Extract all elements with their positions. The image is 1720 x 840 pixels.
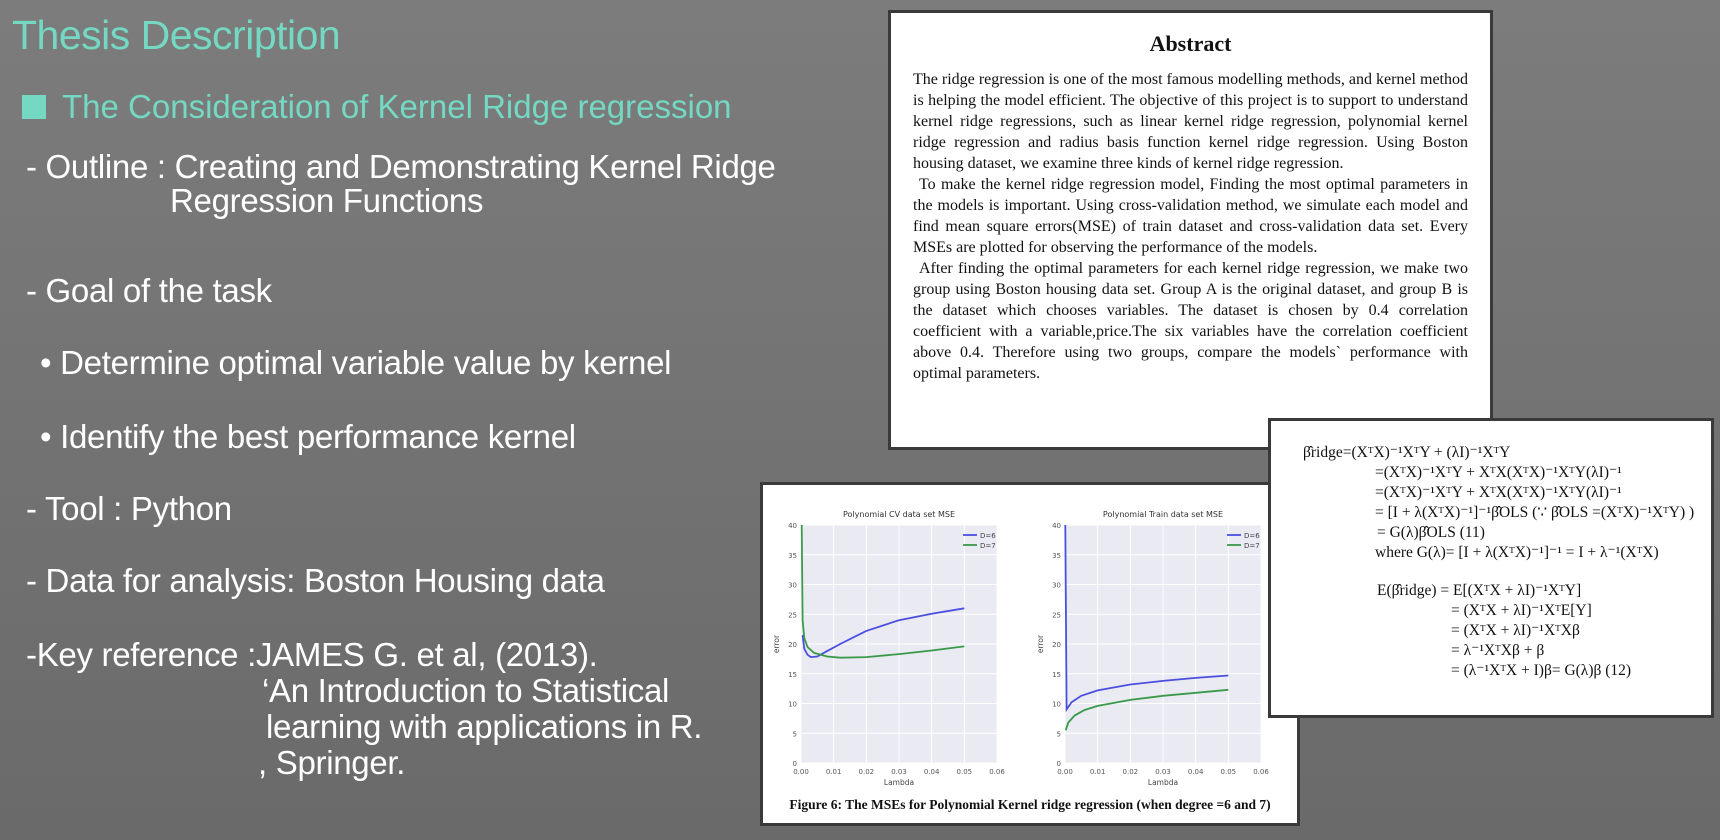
chart-title: Polynomial CV data set MSE <box>843 510 955 519</box>
x-tick-label: 0.05 <box>1221 768 1237 776</box>
y-tick-label: 15 <box>788 671 797 679</box>
x-tick-label: 0.06 <box>1253 768 1269 776</box>
x-tick-label: 0.05 <box>957 768 973 776</box>
abstract-paragraph-2: To make the kernel ridge regression mode… <box>913 176 1468 256</box>
math-line-4: = [I + λ(XᵀX)⁻¹]⁻¹β̂OLS (∵ β̂OLS =(XᵀX)⁻… <box>1375 504 1695 521</box>
y-tick-label: 5 <box>1057 730 1061 738</box>
x-tick-label: 0.03 <box>1155 768 1171 776</box>
y-tick-label: 20 <box>1052 641 1061 649</box>
square-bullet-icon <box>22 95 46 119</box>
math-line-6: where G(λ)= [I + λ(XᵀX)⁻¹]⁻¹ = I + λ⁻¹(X… <box>1375 544 1659 561</box>
goal-bullet-2: • Identify the best performance kernel <box>40 418 576 455</box>
key-reference-line-4: , Springer. <box>258 744 406 781</box>
y-tick-label: 35 <box>788 552 797 560</box>
y-tick-label: 30 <box>788 582 797 590</box>
y-tick-label: 35 <box>1052 552 1061 560</box>
math-line-7: E(β̂ridge) = E[(XᵀX + λI)⁻¹XᵀY] <box>1377 582 1582 599</box>
y-tick-label: 25 <box>788 611 797 619</box>
legend-label: D=7 <box>980 542 996 550</box>
figure-caption: Figure 6: The MSEs for Polynomial Kernel… <box>789 797 1271 812</box>
x-axis-label: Lambda <box>1148 778 1178 785</box>
y-axis-label: error <box>772 634 781 653</box>
math-line-5: = G(λ)β̂OLS (11) <box>1377 524 1485 541</box>
y-tick-label: 40 <box>788 522 797 530</box>
abstract-paragraph-1: The ridge regression is one of the most … <box>913 71 1468 172</box>
slide-subtitle: The Consideration of Kernel Ridge regres… <box>22 88 732 126</box>
x-tick-label: 0.01 <box>1090 768 1106 776</box>
math-line-8: = (XᵀX + λI)⁻¹XᵀE[Y] <box>1451 602 1592 619</box>
y-tick-label: 5 <box>793 730 797 738</box>
math-line-2: =(XᵀX)⁻¹XᵀY + XᵀX(XᵀX)⁻¹XᵀY(λI)⁻¹ <box>1375 464 1622 481</box>
x-tick-label: 0.06 <box>989 768 1005 776</box>
x-tick-label: 0.02 <box>859 768 875 776</box>
y-tick-label: 15 <box>1052 671 1061 679</box>
abstract-paragraph-3: After finding the optimal parameters for… <box>913 260 1468 382</box>
y-tick-label: 10 <box>1052 701 1061 709</box>
x-tick-label: 0.00 <box>793 768 809 776</box>
y-tick-label: 0 <box>793 760 797 768</box>
x-axis-label: Lambda <box>884 778 914 785</box>
chart-title: Polynomial Train data set MSE <box>1103 510 1223 519</box>
math-card: β̂ridge=(XᵀX)⁻¹XᵀY + (λI)⁻¹XᵀY =(XᵀX)⁻¹X… <box>1268 418 1714 718</box>
subtitle-text: The Consideration of Kernel Ridge regres… <box>62 88 732 125</box>
x-tick-label: 0.04 <box>924 768 940 776</box>
x-tick-label: 0.04 <box>1188 768 1204 776</box>
x-tick-label: 0.03 <box>891 768 907 776</box>
goal-heading: - Goal of the task <box>26 272 272 309</box>
abstract-card: Abstract The ridge regression is one of … <box>888 10 1493 450</box>
y-tick-label: 30 <box>1052 582 1061 590</box>
legend-label: D=6 <box>1244 532 1260 540</box>
outline-continuation: Regression Functions <box>170 182 484 219</box>
y-tick-label: 10 <box>788 701 797 709</box>
legend-label: D=6 <box>980 532 996 540</box>
figure-charts: 0 5 10 15 20 25 30 35 40 0.00 0.01 0.02 0.03 0.04 0.05… <box>772 510 1269 785</box>
y-tick-label: 0 <box>1057 760 1061 768</box>
figure-card: 0 5 10 15 20 25 30 35 40 0.00 0.01 0.02 0.03 0.04 0.05… <box>760 482 1300 826</box>
x-tick-label: 0.01 <box>826 768 842 776</box>
key-reference-line-3: learning with applications in R. <box>266 708 703 745</box>
math-line-1: β̂ridge=(XᵀX)⁻¹XᵀY + (λI)⁻¹XᵀY <box>1303 444 1511 461</box>
y-tick-label: 20 <box>788 641 797 649</box>
goal-bullet-1: • Determine optimal variable value by ke… <box>40 344 672 381</box>
x-tick-label: 0.00 <box>1057 768 1073 776</box>
data-line: - Data for analysis: Boston Housing data <box>26 562 605 599</box>
slide-title: Thesis Description <box>12 12 341 58</box>
y-axis-label: error <box>1036 634 1045 653</box>
math-line-9: = (XᵀX + λI)⁻¹XᵀXβ <box>1451 622 1580 639</box>
outline-line: - Outline : Creating and Demonstrating K… <box>26 148 776 185</box>
key-reference-line-2: ‘An Introduction to Statistical <box>262 672 670 709</box>
abstract-heading: Abstract <box>1149 31 1232 56</box>
key-reference-line: -Key reference :JAMES G. et al, (2013). <box>26 636 598 673</box>
math-line-11: = (λ⁻¹XᵀX + I)β= G(λ)β (12) <box>1451 662 1632 679</box>
legend-label: D=7 <box>1244 542 1260 550</box>
x-tick-label: 0.02 <box>1123 768 1139 776</box>
tool-line: - Tool : Python <box>26 490 232 527</box>
y-tick-label: 40 <box>1052 522 1061 530</box>
math-line-3: =(XᵀX)⁻¹XᵀY + XᵀX(XᵀX)⁻¹XᵀY(λI)⁻¹ <box>1375 484 1622 501</box>
y-tick-label: 25 <box>1052 611 1061 619</box>
series-line-D=7 <box>800 524 965 659</box>
math-line-10: = λ⁻¹XᵀXβ + β <box>1451 642 1545 659</box>
series-line-D=6 <box>801 607 965 659</box>
series-line-D=6 <box>1064 524 1229 713</box>
series-line-D=7 <box>1064 688 1229 731</box>
